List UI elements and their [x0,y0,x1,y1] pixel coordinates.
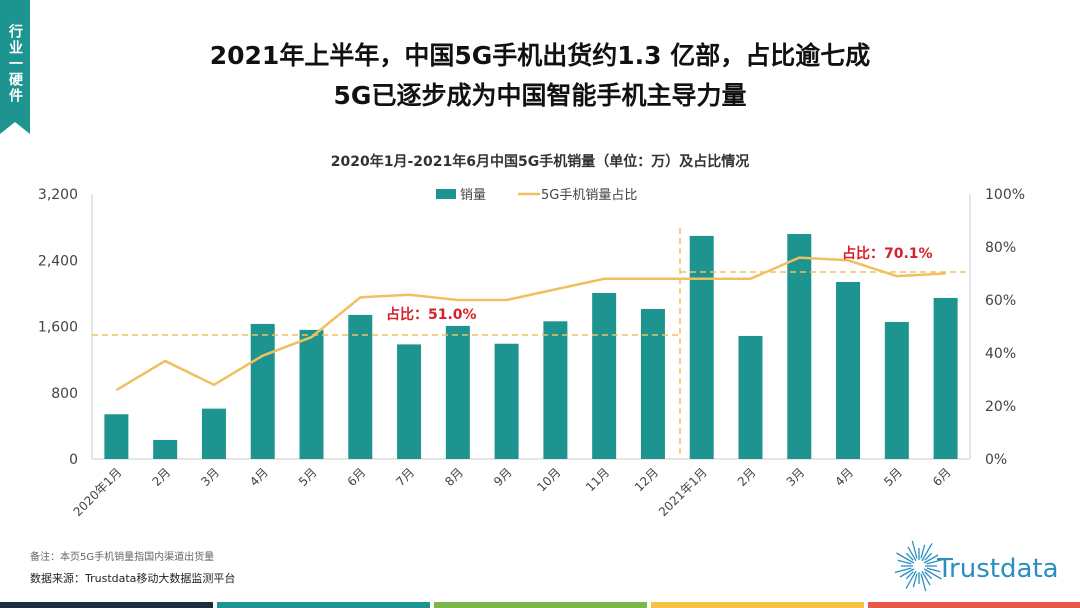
chart: 销量 5G手机销量占比 0 800 1,600 2,400 3,200 0% 20% 40% 6… [38,187,1025,519]
trustdata-logo: Trustdata [893,538,1070,594]
bar [348,314,373,459]
x-tick-label: 6月 [930,465,954,489]
x-tick-label: 2月 [150,465,174,489]
bar [933,297,958,459]
x-tick-label: 6月 [345,465,369,489]
bar [884,321,909,459]
data-source: 数据来源：Trustdata移动大数据监测平台 [30,572,236,585]
bar [787,233,812,459]
legend-bar-swatch [436,189,456,199]
footnote: 备注：本页5G手机销量指国内渠道出货量 [30,552,215,563]
right-tick-label: 20% [985,399,1016,415]
chart-title: 2020年1月-2021年6月中国5G手机销量（单位：万）及占比情况 [330,154,750,170]
annotation-2020: 占比：51.0% [386,306,477,323]
headline-1: 2021年上半年，中国5G手机出货约1.3 亿部，占比逾七成 [209,41,871,70]
left-tick-label: 3,200 [38,187,78,203]
bar [592,292,617,459]
bar [201,408,226,459]
bar [494,343,519,459]
left-tick-label: 800 [51,386,78,402]
right-tick-label: 80% [985,240,1016,256]
x-tick-label: 7月 [393,465,417,489]
legend: 销量 5G手机销量占比 [436,188,637,203]
footer-band [868,602,1080,608]
x-tick-label: 5月 [881,465,905,489]
bar [738,335,763,459]
x-tick-label: 10月 [534,465,563,494]
bar [836,281,861,459]
bar [640,308,665,459]
bar [250,323,275,459]
left-tick-label: 0 [69,452,78,468]
bar [689,235,714,459]
right-tick-label: 0% [985,452,1007,468]
bar [104,414,129,459]
x-tick-label: 11月 [583,465,612,494]
share-line [115,256,946,392]
bar [397,344,422,459]
x-tick-label: 4月 [247,465,271,489]
footer-band [217,602,430,608]
footer-band [434,602,647,608]
annotation-2021: 占比：70.1% [842,245,933,262]
x-tick-label: 4月 [832,465,856,489]
bar [299,329,324,459]
x-tick-label: 2月 [735,465,759,489]
bar [445,325,470,459]
right-tick-label: 60% [985,293,1016,309]
sunburst-icon [893,540,945,592]
legend-bar-label: 销量 [460,188,486,203]
footer-band [0,602,213,608]
x-tick-label: 3月 [784,465,808,489]
bar [543,321,568,459]
x-tick-label: 2020年1月 [71,465,125,519]
x-tick-label: 8月 [442,465,466,489]
right-tick-label: 40% [985,346,1016,362]
section-tag: 行业一硬件 [0,0,30,134]
footer-band [651,602,864,608]
x-tick-label: 9月 [491,465,515,489]
right-tick-label: 100% [985,187,1025,203]
legend-line-label: 5G手机销量占比 [541,188,637,203]
bar [153,439,178,459]
headline-2: 5G已逐步成为中国智能手机主导力量 [333,81,747,110]
logo-text: Trustdata [937,554,1059,584]
left-tick-label: 2,400 [38,253,78,269]
x-tick-label: 3月 [198,465,222,489]
left-tick-label: 1,600 [38,320,78,336]
x-tick-label: 2021年1月 [656,465,710,519]
x-tick-label: 12月 [632,465,661,494]
x-tick-label: 5月 [296,465,320,489]
